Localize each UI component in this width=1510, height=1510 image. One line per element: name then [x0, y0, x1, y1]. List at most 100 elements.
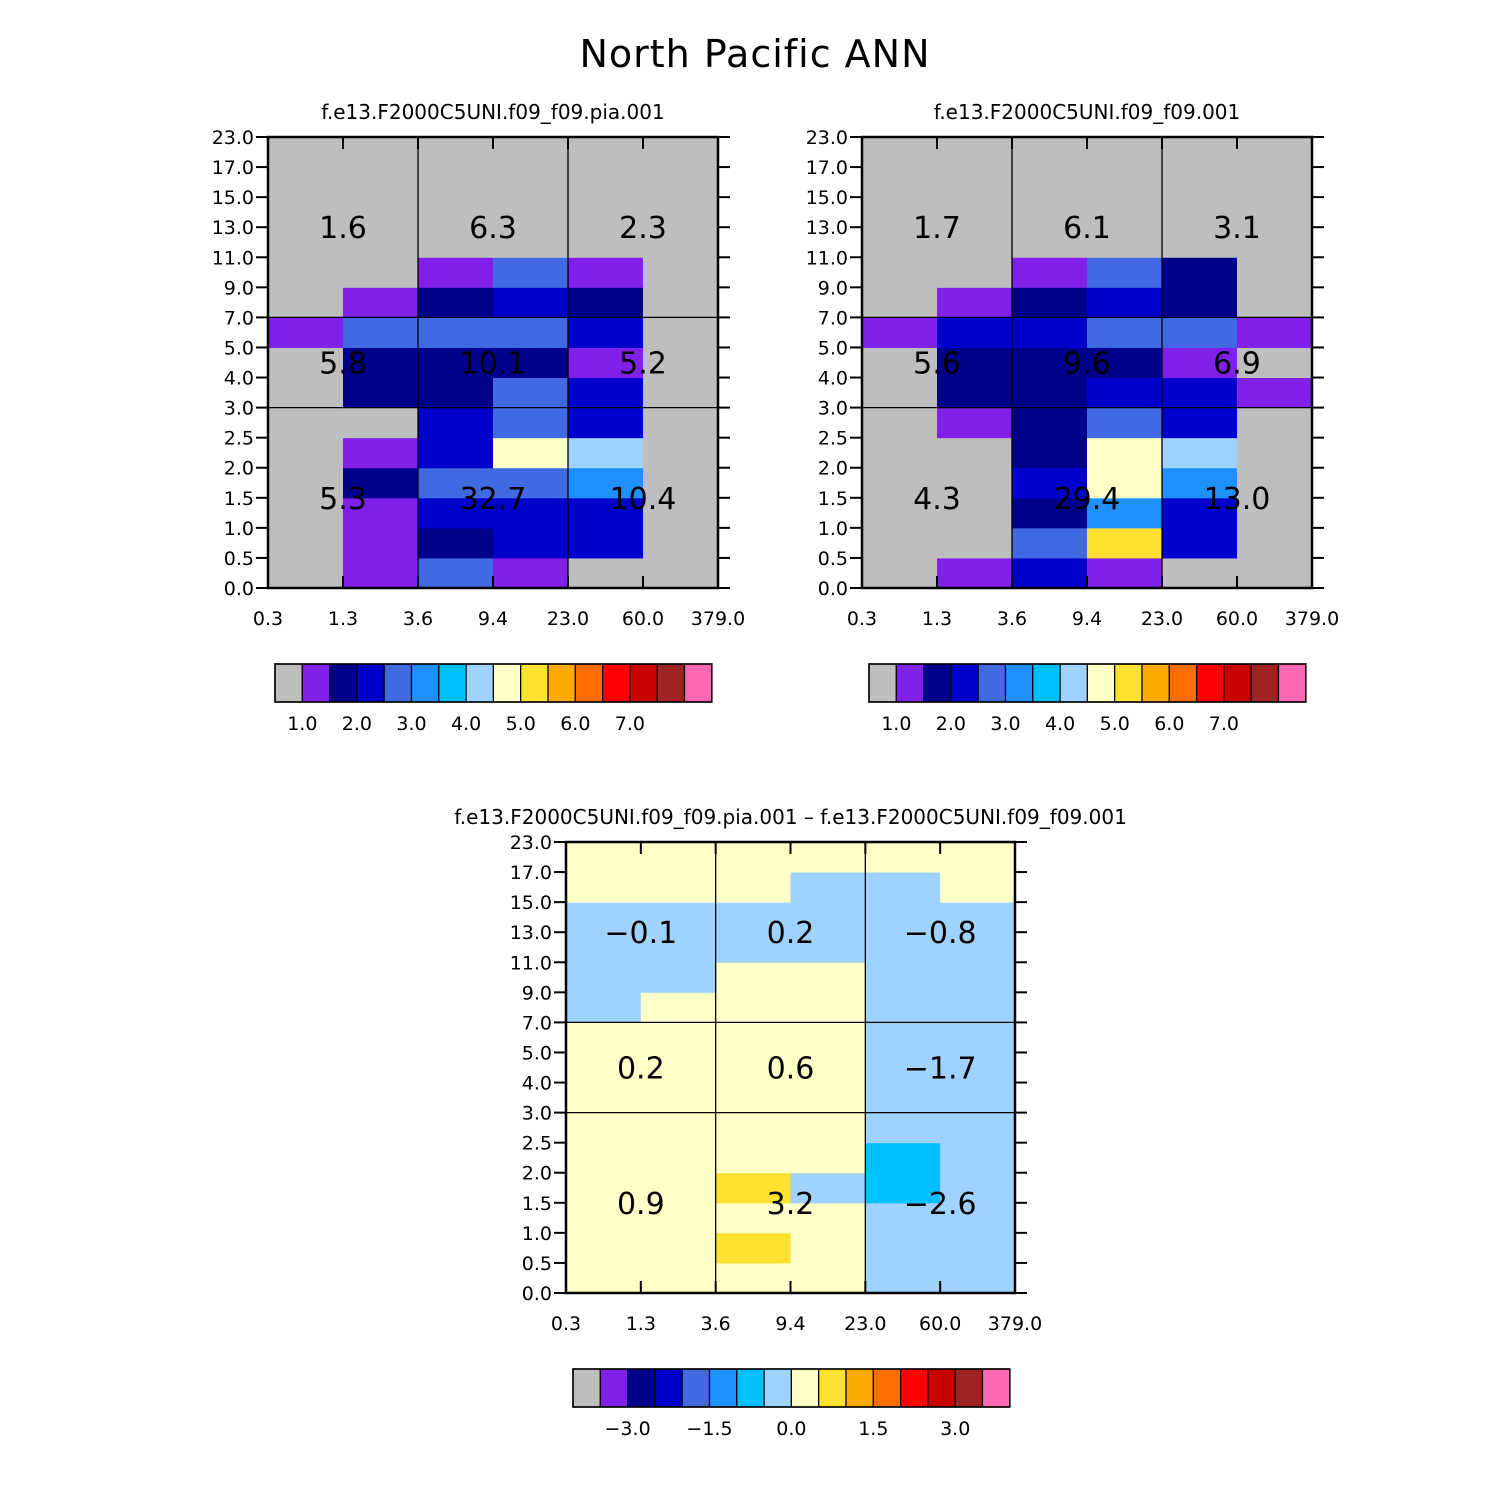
y-tick-label: 23.0 [212, 127, 254, 149]
heat-cell [1087, 467, 1163, 499]
heat-cell [937, 527, 1013, 559]
x-tick-label: 0.3 [847, 608, 877, 630]
heat-cell [715, 1142, 791, 1174]
heat-cell [1012, 197, 1088, 228]
heat-cell [418, 347, 494, 379]
y-tick-label: 9.0 [224, 277, 254, 299]
y-tick-label: 0.0 [522, 1283, 552, 1305]
y-tick-label: 0.5 [818, 548, 848, 570]
heat-cell [1162, 377, 1238, 409]
heat-cell [343, 317, 419, 348]
heat-cell [865, 1262, 941, 1294]
heat-cell [940, 1172, 1016, 1204]
heat-cell [937, 437, 1013, 469]
x-tick-label: 3.6 [997, 608, 1027, 630]
heat-cell [937, 227, 1013, 258]
heat-cell [1012, 257, 1088, 288]
heat-cell [493, 167, 569, 198]
heat-cell [566, 1232, 642, 1264]
heat-cell [865, 1082, 941, 1114]
heat-cell [643, 497, 719, 529]
colorbar-box [1004, 663, 1034, 703]
heat-cell [1012, 497, 1088, 529]
colorbar-box [1059, 663, 1088, 703]
heat-cell [640, 1172, 717, 1204]
heat-cell [790, 962, 866, 993]
heat-cell [643, 317, 719, 348]
heat-cell [640, 1112, 717, 1144]
heat-cell [268, 437, 344, 469]
x-tick-label: 9.4 [1072, 608, 1102, 630]
heat-cell [493, 407, 569, 439]
heat-cell [790, 1052, 866, 1084]
heat-cell [1162, 407, 1238, 439]
y-tick-label: 1.5 [818, 488, 848, 510]
heat-cell [937, 317, 1013, 348]
heat-cell [640, 1142, 717, 1174]
colorbar-box [790, 1368, 820, 1408]
heat-cell [643, 377, 719, 409]
heat-cell [715, 1232, 791, 1264]
colorbar-box [1141, 663, 1170, 703]
heat-cell [715, 1262, 791, 1294]
colorbar-box [410, 663, 440, 703]
group-value-label: 0.6 [767, 1052, 815, 1087]
heat-cell [865, 992, 941, 1023]
y-tick-label: 3.0 [818, 398, 848, 420]
heat-cell [643, 467, 719, 499]
heat-cell [568, 317, 644, 348]
x-tick-label: 0.3 [253, 608, 283, 630]
heat-cell [566, 872, 642, 903]
heat-cell [1162, 347, 1238, 379]
group-value-label: −1.7 [904, 1052, 977, 1087]
colorbar-label: 7.0 [615, 713, 645, 735]
heat-cell [1162, 437, 1238, 469]
colorbar-box [1032, 663, 1061, 703]
heat-cell [865, 842, 941, 873]
heat-cell [268, 137, 344, 168]
y-tick-label: 1.0 [818, 518, 848, 540]
heat-cell [1237, 137, 1313, 168]
heat-cell [1087, 437, 1163, 469]
heat-cell [862, 287, 938, 318]
heat-cell [940, 1232, 1016, 1264]
heat-cell [790, 1142, 866, 1174]
colorbar-box [1086, 663, 1116, 703]
group-value-label: 3.1 [1213, 211, 1261, 246]
colorbar-box [356, 663, 385, 703]
x-tick-label: 0.3 [551, 1313, 581, 1335]
heat-cell [940, 1142, 1016, 1174]
colorbar-box [574, 663, 604, 703]
heat-cell [865, 1022, 941, 1053]
heat-cell [493, 257, 569, 288]
heat-cell [865, 1172, 941, 1204]
heat-cell [1087, 227, 1163, 258]
heat-cell [640, 902, 717, 933]
group-value-label: 13.0 [1204, 482, 1271, 517]
group-value-label: −2.6 [904, 1187, 977, 1222]
heat-cell [343, 137, 419, 168]
y-tick-label: 7.0 [818, 307, 848, 329]
colorbar-box [656, 663, 686, 703]
heat-cell [493, 527, 569, 559]
heat-cell [643, 437, 719, 469]
heat-cell [862, 227, 938, 258]
heat-cell [1237, 197, 1313, 228]
heat-cell [1087, 317, 1163, 348]
heat-cell [343, 287, 419, 318]
heat-cell [568, 377, 644, 409]
colorbar-box [547, 663, 576, 703]
heat-cell [566, 962, 642, 993]
colorbar-label: 3.0 [940, 1418, 970, 1440]
y-tick-label: 4.0 [522, 1073, 552, 1095]
heat-cell [418, 437, 494, 469]
colorbar-box [895, 663, 925, 703]
heat-cell [343, 407, 419, 439]
heat-cell [566, 992, 642, 1023]
group-value-label: 2.3 [619, 211, 667, 246]
heat-cell [568, 467, 644, 499]
heat-cell [1012, 137, 1088, 168]
y-tick-label: 13.0 [212, 217, 254, 239]
heat-cell [862, 257, 938, 288]
heat-cell [268, 167, 344, 198]
